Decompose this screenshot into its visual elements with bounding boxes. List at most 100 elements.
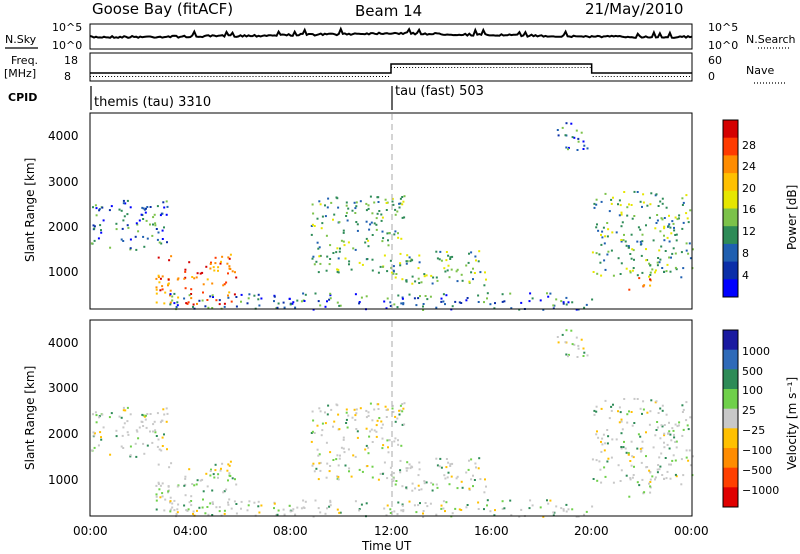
velocity-cell [167,490,170,493]
power-cell [354,207,357,210]
power-cell [639,200,642,203]
velocity-cell [629,478,632,481]
power-cell [461,279,464,282]
power-cell [152,216,155,219]
velocity-cell [161,436,164,439]
velocity-cell [358,508,361,510]
power-cell [386,232,389,235]
nave-point [327,76,329,77]
power-colorbar [723,120,738,298]
velocity-cell [316,424,319,427]
power-cell [663,239,666,242]
velocity-cell [145,414,147,417]
velocity-cell [444,477,447,480]
power-cell [402,302,405,305]
power-cell [405,260,408,263]
power-cell [629,270,632,273]
nave-point [174,76,176,77]
power-cell [396,306,399,309]
velocity-cell [152,430,154,433]
velocity-cell [409,467,412,470]
velocity-cell [364,448,367,451]
velocity-cell [405,469,408,472]
velocity-cell [369,430,372,433]
velocity-cell [240,507,242,510]
power-cell [573,136,576,139]
power-cell [354,248,357,251]
power-cell [445,259,448,262]
power-cell [190,288,193,291]
xtick-3: 12:00 [374,524,409,538]
power-cell [643,284,646,287]
velocity-cell [399,469,402,472]
power-cell [156,238,159,241]
power-cell [401,297,404,300]
power-cell [383,254,386,257]
power-cell [606,253,609,256]
velocity-cell [501,500,504,503]
power-cell [229,253,232,256]
power-cell [675,268,678,271]
power-cell [396,210,399,213]
power-cell [164,291,167,294]
velocity-cell [615,438,618,441]
velocity-cell [689,464,692,467]
nave-point [360,76,362,77]
velocity-cell [674,459,677,462]
power-cell [394,213,397,216]
power-cell [553,304,556,307]
velocity-cell [375,424,378,427]
power-cell [561,126,564,129]
cpid-label: CPID [8,91,37,104]
velocity-cell [645,431,647,434]
velocity-cell [195,483,198,486]
velocity-cell [411,466,414,469]
velocity-cell [273,507,275,510]
velocity-cell [656,426,659,429]
velocity-cell [93,434,96,437]
power-cell [343,244,346,247]
velocity-cell [639,407,642,410]
power-cell [520,301,523,304]
power-cell [386,201,389,204]
power-cell [636,191,639,193]
power-cell [680,251,683,254]
power-cell [624,240,627,243]
nave-point [427,67,429,68]
power-cell [431,282,434,285]
velocity-cell [408,463,411,466]
power-cell [223,302,226,305]
power-cell [277,302,280,305]
power-cell [591,251,594,254]
velocity-cell [163,509,166,512]
power-cell [398,202,401,205]
velocity-cell [324,422,327,425]
nave-point [535,67,537,68]
power-cell [656,261,659,264]
velocity-cell [641,412,643,415]
power-cell [467,261,470,264]
power-cell [365,220,368,223]
nave-point [312,76,314,77]
velocity-cell [354,414,357,417]
power-cell [458,301,461,304]
nave-point [144,76,146,77]
velocity-cell [360,503,363,506]
nave-point [680,76,681,77]
power-cell [430,274,433,277]
power-cell [402,303,405,306]
power-cell [640,243,643,246]
noise-series [89,26,693,39]
nave-point [421,67,423,68]
power-cell [193,277,196,280]
power-cell [158,281,161,284]
power-cell [604,192,607,195]
velocity-cell [126,420,129,423]
nave-point [589,67,591,68]
power-cell [641,233,644,236]
power-cell [161,238,164,240]
velocity-cell [319,410,322,413]
power-cell [402,200,405,203]
nave-point [658,76,660,77]
power-cell [168,259,171,262]
